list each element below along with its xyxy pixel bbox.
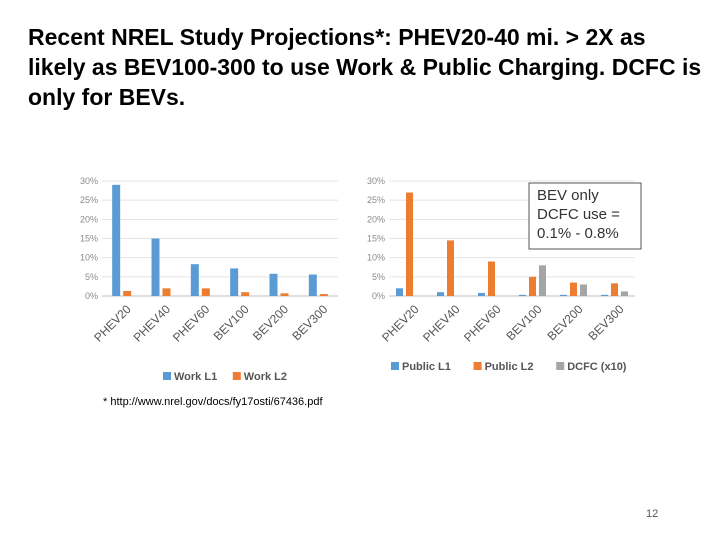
category-label: PHEV60 (461, 302, 504, 345)
y-tick-label: 20% (80, 214, 98, 224)
category-label: PHEV40 (131, 302, 174, 345)
y-tick-label: 5% (85, 272, 98, 282)
y-tick-label: 0% (372, 291, 385, 301)
legend-label: Public L2 (485, 361, 534, 373)
bar-public-l1-bev100 (519, 294, 526, 296)
bar-work-l1-bev200 (269, 273, 278, 296)
category-label: PHEV20 (379, 302, 422, 345)
bar-work-l2-phev20 (123, 291, 132, 296)
bar-work-l1-phev40 (151, 238, 160, 296)
bar-public-l1-phev20 (396, 288, 403, 296)
bar-public-l1-bev300 (601, 294, 608, 296)
bar-work-l1-phev60 (190, 264, 199, 296)
bar-public-l2-bev200 (570, 282, 577, 296)
bar-work-l1-phev20 (112, 184, 121, 296)
bar-dcfc-x10--bev200 (580, 284, 587, 296)
bar-dcfc-x10--bev100 (539, 265, 546, 296)
legend-swatch (556, 362, 565, 370)
bar-public-l2-bev100 (529, 276, 536, 296)
bar-public-l2-phev40 (447, 240, 454, 296)
callout-line: BEV only (537, 187, 599, 204)
page-number: 12 (646, 508, 659, 520)
y-tick-label: 0% (85, 291, 98, 301)
y-tick-label: 20% (367, 214, 385, 224)
category-label: BEV300 (289, 302, 330, 343)
bar-public-l1-phev60 (478, 292, 485, 296)
category-label: BEV100 (504, 302, 545, 343)
category-label: PHEV20 (91, 302, 134, 345)
callout-border (528, 182, 642, 250)
bar-public-l1-phev40 (437, 292, 444, 296)
y-tick-label: 10% (80, 253, 98, 263)
category-label: BEV300 (586, 302, 627, 343)
bar-public-l2-phev20 (406, 192, 413, 296)
bar-public-l2-bev300 (611, 283, 618, 296)
legend-swatch (163, 372, 171, 380)
y-tick-label: 15% (367, 234, 385, 244)
bar-dcfc-x10--bev300 (621, 291, 628, 296)
category-label: PHEV40 (420, 302, 463, 345)
bar-work-l1-bev100 (230, 268, 239, 296)
y-tick-label: 10% (367, 253, 385, 263)
legend-swatch (391, 362, 399, 370)
legend-label: DCFC (x10) (567, 361, 627, 373)
y-tick-label: 25% (367, 195, 385, 205)
y-tick-label: 25% (80, 195, 98, 205)
slide-title: Recent NREL Study Projections*: PHEV20-4… (28, 24, 702, 110)
bar-work-l2-bev100 (241, 292, 250, 296)
bar-work-l2-bev200 (280, 293, 289, 296)
category-label: BEV200 (545, 302, 586, 343)
bar-work-l2-phev40 (162, 288, 171, 296)
category-label: BEV200 (250, 302, 291, 343)
category-label: PHEV60 (170, 302, 213, 345)
bar-public-l2-phev60 (488, 261, 495, 296)
bar-work-l2-phev60 (201, 288, 210, 296)
y-tick-label: 30% (80, 176, 98, 186)
callout-line: DCFC use = (537, 206, 620, 223)
y-tick-label: 5% (372, 272, 385, 282)
y-tick-label: 30% (367, 176, 385, 186)
legend-label: Public L1 (402, 361, 451, 373)
bar-work-l1-bev300 (308, 274, 317, 296)
callout-box: BEV only DCFC use = 0.1% - 0.8% (528, 182, 642, 250)
work-charging-chart: 0%5%10%15%20%25%30%PHEV20PHEV40PHEV60BEV… (80, 176, 338, 383)
footnote: * http://www.nrel.gov/docs/fy17osti/6743… (103, 396, 323, 408)
legend-label: Work L2 (244, 371, 287, 383)
legend-swatch (232, 372, 241, 380)
legend-swatch (473, 362, 482, 370)
bar-public-l1-bev200 (560, 294, 567, 296)
legend-label: Work L1 (174, 371, 217, 383)
y-tick-label: 15% (80, 234, 98, 244)
callout-line: 0.1% - 0.8% (537, 225, 619, 242)
category-label: BEV100 (211, 302, 252, 343)
bar-work-l2-bev300 (319, 294, 328, 296)
